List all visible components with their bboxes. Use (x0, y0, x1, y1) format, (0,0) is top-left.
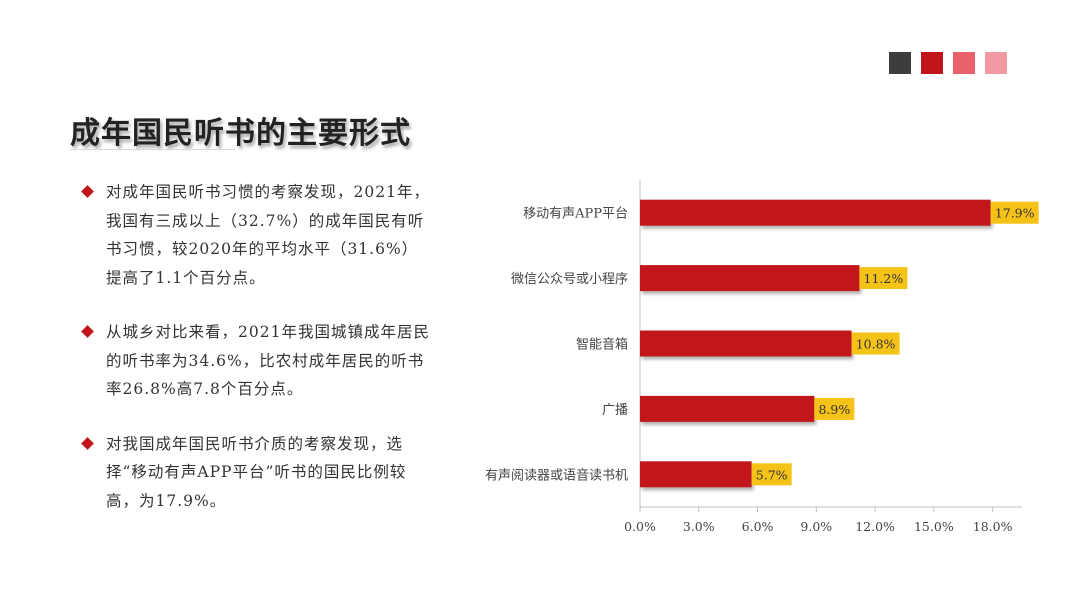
x-tick-label: 18.0% (973, 519, 1013, 534)
value-label: 5.7% (756, 467, 788, 482)
x-tick-label: 6.0% (742, 519, 774, 534)
bullet-item: 对我国成年国民听书介质的考察发现，选择“移动有声APP平台”听书的国民比例较高，… (80, 430, 430, 516)
diamond-bullet-icon (81, 185, 94, 198)
title-underline (70, 149, 235, 150)
x-tick-label: 12.0% (855, 519, 895, 534)
swatch-dark-gray (889, 52, 911, 74)
value-label-background (814, 397, 855, 420)
diamond-bullet-icon (81, 436, 94, 450)
bullet-item: 从城乡对比来看，2021年我国城镇成年居民的听书率为34.6%，比农村成年居民的… (80, 318, 430, 404)
value-label-background (859, 267, 908, 290)
x-tick-label: 0.0% (624, 519, 656, 534)
value-label: 8.9% (818, 402, 850, 417)
bar (640, 199, 991, 226)
value-label-background (751, 463, 792, 486)
value-label-background (990, 201, 1039, 224)
page-title: 成年国民听书的主要形式 (70, 116, 411, 151)
diamond-bullet-icon (81, 325, 94, 338)
x-tick-label: 3.0% (683, 519, 715, 534)
bullet-text: 从城乡对比来看，2021年我国城镇成年居民的听书率为34.6%，比农村成年居民的… (106, 323, 430, 398)
bar (640, 461, 752, 488)
category-label: 移动有声APP平台 (523, 207, 628, 222)
value-label-background (851, 332, 900, 355)
category-label: 微信公众号或小程序 (511, 272, 628, 287)
bar (640, 395, 815, 422)
swatch-light-pink (985, 52, 1007, 74)
bullet-text: 对成年国民听书习惯的考察发现，2021年，我国有三成以上（32.7%）的成年国民… (106, 183, 430, 287)
bar (640, 265, 860, 292)
value-label: 11.2% (864, 271, 904, 286)
bullet-text: 对我国成年国民听书介质的考察发现，选择“移动有声APP平台”听书的国民比例较高，… (106, 434, 407, 510)
category-label: 智能音箱 (576, 337, 628, 353)
swatch-pink (953, 52, 975, 74)
bar (640, 330, 852, 357)
bullet-item: 对成年国民听书习惯的考察发现，2021年，我国有三成以上（32.7%）的成年国民… (80, 178, 430, 292)
category-label: 广播 (602, 403, 628, 418)
bar-chart: 0.0% 3.0% 6.0% 9.0% 12.0% 15.0% 18.0% 移动有声APP平台… (485, 180, 1039, 534)
value-label: 10.8% (856, 337, 896, 352)
x-tick-label: 15.0% (914, 519, 954, 534)
category-label: 有声阅读器或语音读书机 (485, 467, 628, 483)
bullet-list: 对成年国民听书习惯的考察发现，2021年，我国有三成以上（32.7%）的成年国民… (80, 178, 430, 541)
x-tick-label: 9.0% (800, 519, 832, 534)
color-swatches (889, 52, 1007, 74)
value-label: 17.9% (995, 206, 1035, 221)
swatch-red (921, 52, 943, 74)
